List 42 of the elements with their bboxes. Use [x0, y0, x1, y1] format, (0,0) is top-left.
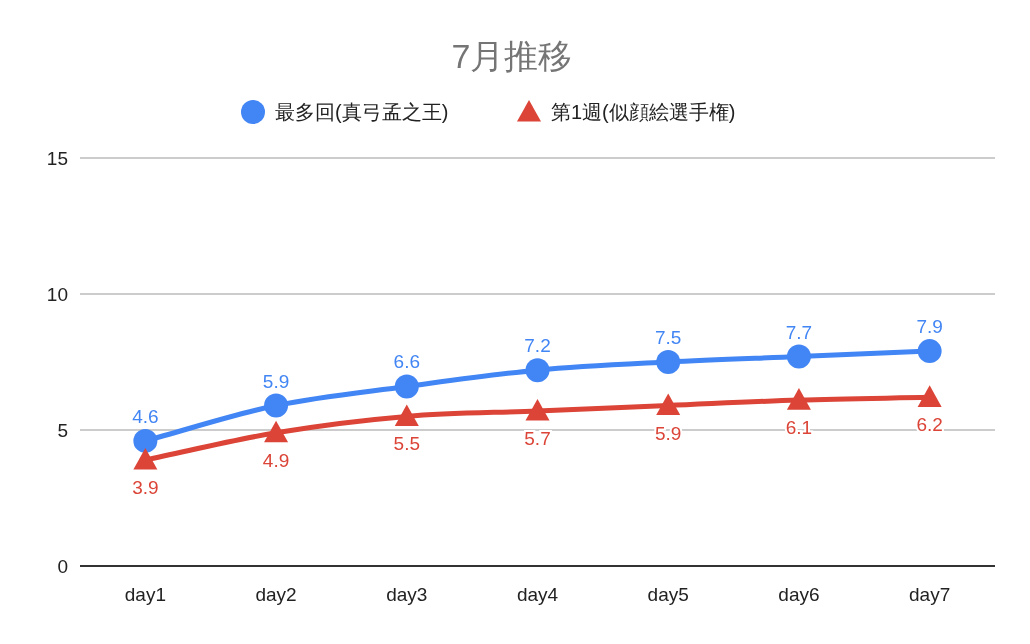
x-tick-label: day3 [386, 584, 428, 605]
chart-title: 7月推移 [451, 37, 573, 75]
point [917, 339, 942, 364]
data-label: 3.9 [132, 476, 159, 498]
x-tick-label: day7 [909, 584, 951, 605]
point [394, 374, 419, 399]
x-tick-label: day2 [255, 584, 297, 605]
y-tick-label: 5 [57, 420, 68, 441]
legend-label: 最多回(真弓孟之王) [275, 101, 449, 123]
point [786, 344, 811, 369]
x-tick-label: day5 [647, 584, 689, 605]
x-tick-label: day4 [516, 584, 559, 605]
point [656, 393, 681, 416]
data-label: 6.6 [393, 351, 420, 373]
x-tick-label: day6 [778, 584, 820, 605]
data-label: 5.9 [655, 422, 682, 444]
data-label: 5.7 [524, 427, 551, 449]
point [525, 358, 550, 383]
y-tick-label: 10 [46, 284, 68, 305]
legend-label: 第1週(似顔絵選手権) [551, 101, 736, 123]
data-label: 4.6 [132, 405, 159, 427]
data-label: 6.1 [785, 417, 813, 439]
data-label: 4.9 [262, 449, 290, 471]
point [264, 420, 289, 443]
point [917, 385, 942, 407]
data-label: 5.5 [393, 433, 420, 455]
data-label: 7.9 [916, 316, 943, 338]
x-tick-label: day1 [124, 584, 166, 605]
point [656, 350, 681, 374]
point [133, 447, 158, 470]
data-label: 5.9 [262, 370, 290, 392]
point [786, 388, 811, 410]
data-label: 7.7 [785, 321, 813, 343]
y-tick-label: 0 [57, 556, 68, 577]
point [264, 393, 289, 418]
point [525, 398, 550, 421]
data-label: 7.2 [524, 335, 551, 357]
y-tick-label: 15 [46, 148, 68, 169]
data-label: 7.5 [655, 327, 682, 348]
data-label: 6.2 [916, 414, 943, 436]
point [394, 404, 419, 426]
point [133, 428, 158, 453]
